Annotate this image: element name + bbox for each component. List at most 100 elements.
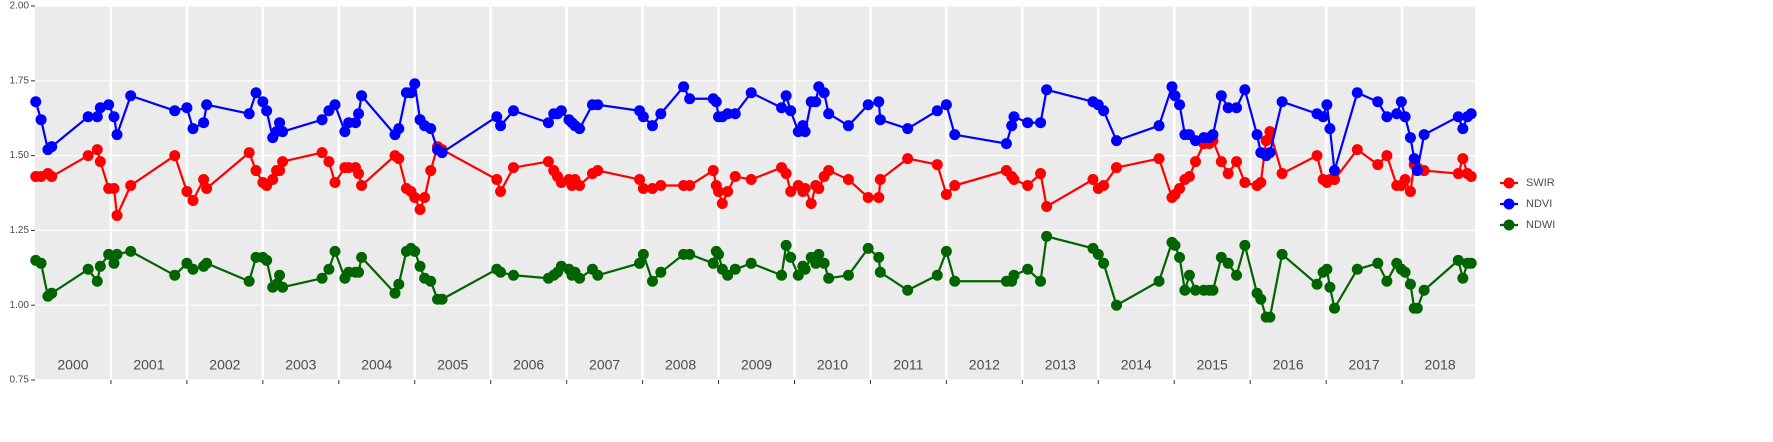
data-point [350,117,362,129]
data-point [776,269,788,281]
data-point [1215,156,1227,168]
data-point [30,96,42,108]
data-point [495,266,507,278]
data-point [267,174,279,186]
data-point [684,93,696,105]
x-tick-label: 2015 [1197,357,1228,373]
data-point [1399,174,1411,186]
data-point [353,108,365,120]
data-point [842,269,854,281]
y-tick-label: 0.75 [10,375,30,386]
data-point [949,275,961,287]
y-tick-label: 1.50 [10,150,30,161]
data-point [274,269,286,281]
data-point [94,102,106,114]
data-point [1276,96,1288,108]
data-point [780,239,792,251]
data-point [1183,269,1195,281]
data-point [94,260,106,272]
y-tick-label: 1.00 [10,300,30,311]
data-point [637,183,649,195]
data-point [507,269,519,281]
data-point [1111,135,1123,147]
data-point [722,186,734,198]
legend-label: SWIR [1526,177,1555,189]
data-point [187,194,199,206]
data-point [1418,284,1430,296]
x-tick-label: 2016 [1273,357,1304,373]
data-point [243,147,255,159]
data-point [323,156,335,168]
data-point [1317,111,1329,123]
data-point [1022,263,1034,275]
x-tick-label: 2003 [285,357,316,373]
data-point [1239,177,1251,189]
data-point [257,96,269,108]
data-point [1231,156,1243,168]
data-point [1222,257,1234,269]
data-point [1174,183,1186,195]
data-point [419,191,431,203]
data-point [823,272,835,284]
data-point [1006,120,1018,132]
data-point [409,191,421,203]
data-point [111,209,123,221]
data-point [1022,117,1034,129]
data-point [356,90,368,102]
data-point [949,129,961,141]
data-point [409,245,421,257]
data-point [1222,102,1234,114]
data-point [1465,171,1477,183]
data-point [1372,159,1384,171]
data-point [1404,278,1416,290]
data-point [707,257,719,269]
x-tick-label: 2007 [589,357,620,373]
data-point [1324,281,1336,293]
data-point [931,269,943,281]
data-point [125,180,137,192]
data-point [842,120,854,132]
data-point [1399,266,1411,278]
data-point [125,245,137,257]
data-point [1008,269,1020,281]
data-point [414,260,426,272]
data-point [250,87,262,99]
data-point [277,156,289,168]
data-point [776,102,788,114]
data-point [1183,171,1195,183]
data-point [91,275,103,287]
data-point [436,293,448,305]
data-point [393,153,405,165]
data-point [436,147,448,159]
data-point [356,180,368,192]
data-point [35,257,47,269]
data-point [243,108,255,120]
data-point [1411,302,1423,314]
data-point [1190,135,1202,147]
x-tick-label: 2001 [133,357,164,373]
panel-background [35,6,1475,380]
data-point [82,263,94,275]
data-point [646,120,658,132]
data-point [555,105,567,117]
data-point [201,99,213,111]
data-point [634,257,646,269]
data-point [1404,132,1416,144]
data-point [108,183,120,195]
data-point [729,263,741,275]
data-point [780,90,792,102]
data-point [713,186,725,198]
data-point [1391,108,1403,120]
data-point [592,165,604,177]
data-point [1411,165,1423,177]
data-point [1098,257,1110,269]
data-point [823,165,835,177]
data-point [873,96,885,108]
data-point [684,180,696,192]
data-point [574,272,586,284]
data-point [495,120,507,132]
data-point [35,114,47,126]
data-point [780,168,792,180]
x-tick-label: 2013 [1045,357,1076,373]
data-point [405,87,417,99]
